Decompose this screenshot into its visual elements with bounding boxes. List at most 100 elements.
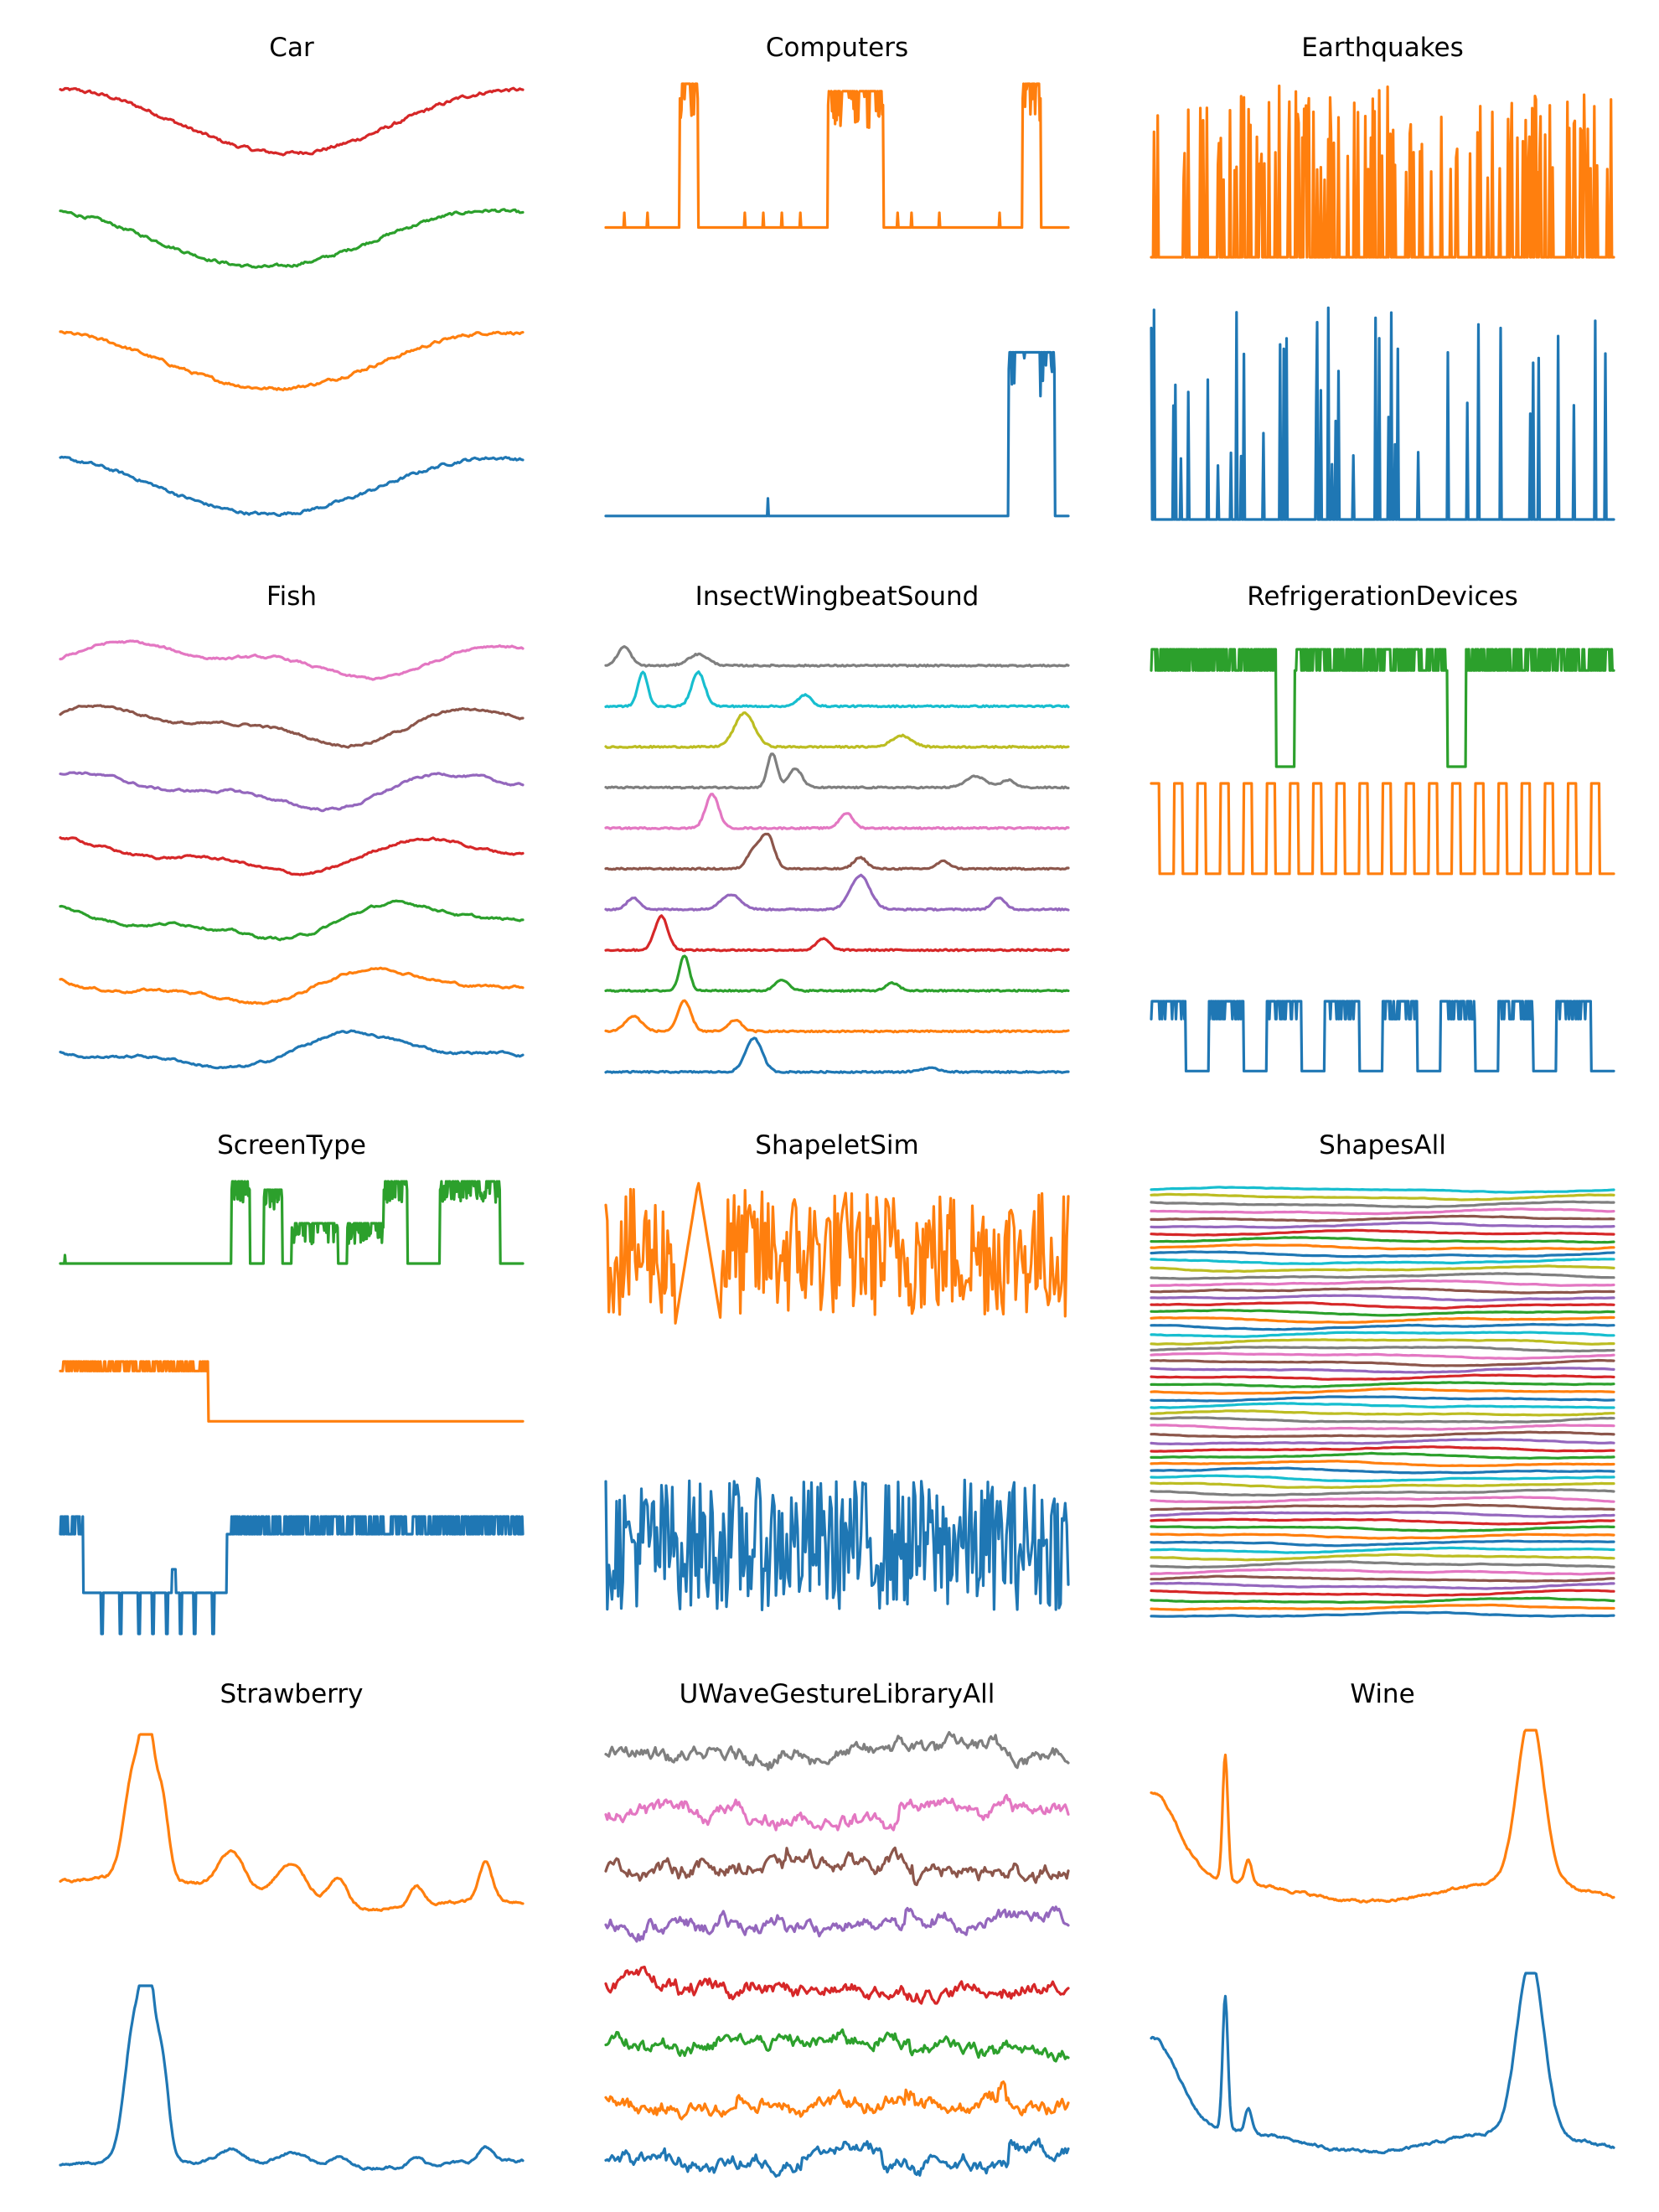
series-line <box>1150 1596 1615 1605</box>
series-line <box>604 1036 1070 1074</box>
series-line <box>1150 1309 1615 1317</box>
series-line <box>1150 1532 1615 1540</box>
panel-title: ShapesAll <box>1319 1130 1446 1160</box>
series-line <box>1150 1286 1615 1295</box>
series-line <box>1150 1236 1615 1244</box>
series-line <box>604 711 1070 749</box>
series-line <box>1150 1272 1615 1280</box>
series-line <box>604 670 1070 709</box>
series-line <box>1150 1496 1615 1504</box>
panel-car: Car <box>59 33 525 517</box>
series-line <box>1150 1214 1615 1222</box>
series-line <box>59 208 525 269</box>
panel-title: Wine <box>1350 1679 1414 1709</box>
series-line <box>1150 1258 1615 1265</box>
panel-shapeletsim: ShapeletSim <box>604 1130 1070 1611</box>
series-line <box>1150 1503 1615 1512</box>
panel-computers: Computers <box>604 33 1070 518</box>
panel-insectwingbeatsound: InsectWingbeatSound <box>604 581 1070 1074</box>
series-line <box>1150 1000 1615 1072</box>
series-line <box>1150 1192 1615 1202</box>
panel-title: ScreenType <box>217 1130 366 1160</box>
series-line <box>1150 1416 1615 1424</box>
series-line <box>1150 1322 1615 1331</box>
series-line <box>604 82 1070 230</box>
series-line <box>604 793 1070 830</box>
panel-title: InsectWingbeatSound <box>695 581 979 612</box>
series-line <box>1150 1474 1615 1483</box>
series-line <box>1150 1581 1615 1590</box>
series-line <box>59 966 525 1005</box>
series-line <box>1150 1445 1615 1453</box>
series-line <box>59 330 525 392</box>
panel-title: Computers <box>766 33 908 63</box>
series-line <box>604 1731 1070 1771</box>
series-line <box>1150 1358 1615 1367</box>
panel-fish: Fish <box>59 581 525 1070</box>
panel-title: Car <box>269 33 314 63</box>
series-line <box>1150 1409 1615 1417</box>
series-line <box>59 836 525 876</box>
series-line <box>604 2080 1070 2121</box>
series-line <box>1150 1568 1615 1576</box>
series-line <box>59 1180 525 1265</box>
series-line <box>604 350 1070 518</box>
panel-title: Fish <box>266 581 317 612</box>
series-line <box>604 999 1070 1034</box>
series-line <box>1150 1511 1615 1518</box>
series-line <box>1150 1539 1615 1548</box>
panel-wine: Wine <box>1150 1679 1615 2155</box>
series-line <box>604 2137 1070 2178</box>
panel-uwavegesturelibraryall: UWaveGestureLibraryAll <box>604 1679 1070 2178</box>
series-line <box>1150 1381 1615 1388</box>
series-line <box>1150 1331 1615 1338</box>
series-line <box>1150 1186 1615 1194</box>
series-line <box>1150 1346 1615 1353</box>
series-line <box>604 1846 1070 1887</box>
series-line <box>1150 1424 1615 1431</box>
series-line <box>1150 648 1615 768</box>
panel-title: Earthquakes <box>1301 33 1464 63</box>
series-line <box>604 2028 1070 2063</box>
series-line <box>59 455 525 517</box>
series-line <box>1150 1351 1615 1360</box>
series-line <box>1150 1402 1615 1409</box>
series-line <box>59 86 525 157</box>
series-line <box>604 1966 1070 2005</box>
series-line <box>59 1733 525 1912</box>
series-line <box>604 832 1070 871</box>
series-line <box>604 873 1070 912</box>
series-line <box>604 954 1070 993</box>
series-line <box>1150 1610 1615 1618</box>
series-line <box>1150 84 1615 259</box>
panel-title: RefrigerationDevices <box>1247 581 1518 612</box>
series-line <box>1150 1279 1615 1287</box>
panel-title: ShapeletSim <box>755 1130 918 1160</box>
series-line <box>604 1905 1070 1943</box>
series-line <box>1150 1460 1615 1467</box>
series-line <box>1150 1430 1615 1439</box>
series-line <box>59 1360 525 1423</box>
series-line <box>59 1515 525 1636</box>
series-line <box>1150 1207 1615 1216</box>
series-line <box>1150 1574 1615 1583</box>
series-line <box>59 1984 525 2171</box>
series-line <box>1150 1553 1615 1562</box>
series-line <box>1150 1589 1615 1597</box>
series-line <box>1150 782 1615 876</box>
series-line <box>59 704 525 749</box>
series-line <box>1150 1972 1615 2155</box>
panel-earthquakes: Earthquakes <box>1150 33 1615 521</box>
series-line <box>1150 1338 1615 1346</box>
series-line <box>1150 1525 1615 1532</box>
series-line <box>1150 1250 1615 1258</box>
panel-shapesall: ShapesAll <box>1150 1130 1615 1618</box>
series-line <box>1150 1729 1615 1904</box>
series-line <box>1150 1315 1615 1324</box>
series-line <box>604 1181 1070 1325</box>
series-line <box>59 1029 525 1070</box>
panel-title: Strawberry <box>220 1679 364 1709</box>
series-line <box>604 914 1070 953</box>
series-line <box>1150 1373 1615 1381</box>
